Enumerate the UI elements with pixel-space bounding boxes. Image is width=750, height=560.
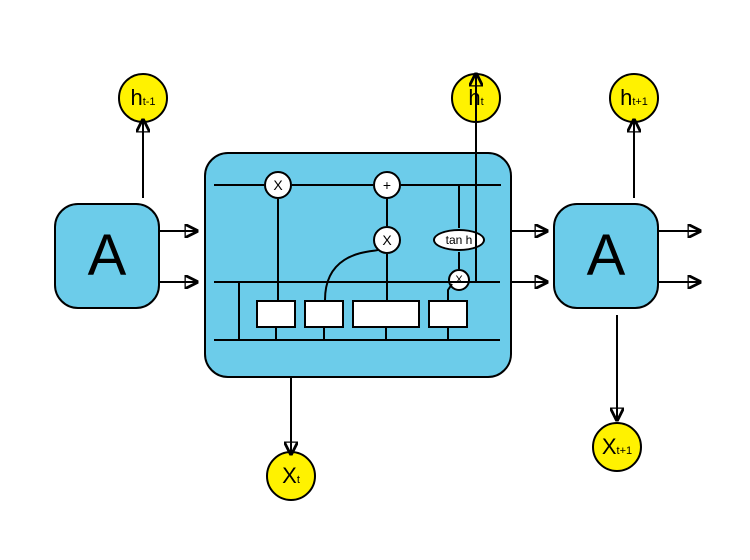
gate-box-3 — [428, 300, 468, 328]
op-add: + — [373, 171, 401, 199]
node-label: h — [130, 85, 142, 111]
node-h-cur: ht — [451, 73, 501, 123]
cell-label: A — [88, 227, 127, 285]
gate-box-1 — [304, 300, 344, 328]
op-label: X — [455, 274, 462, 286]
node-h-prev: ht-1 — [118, 73, 168, 123]
gate-box-2 — [352, 300, 420, 328]
diagram-canvas: A A ht-1 ht ht+1 Xt Xt+1 X + X X tan h — [0, 0, 750, 560]
op-label: tan h — [446, 233, 473, 247]
node-h-next: ht+1 — [609, 73, 659, 123]
node-label: X — [602, 434, 617, 460]
node-label: X — [282, 463, 297, 489]
node-sub: t+1 — [632, 96, 648, 108]
cell-label: A — [587, 227, 626, 285]
node-sub: t — [481, 96, 484, 108]
op-tanh: tan h — [433, 229, 485, 251]
op-label: X — [273, 177, 282, 193]
op-label: + — [383, 177, 391, 193]
lstm-cell-expanded — [204, 152, 512, 378]
op-multiply-1: X — [264, 171, 292, 199]
node-sub: t+1 — [617, 445, 633, 457]
node-x-next: Xt+1 — [592, 422, 642, 472]
op-multiply-3: X — [448, 269, 470, 291]
op-label: X — [382, 232, 391, 248]
op-multiply-2: X — [373, 226, 401, 254]
gate-box-0 — [256, 300, 296, 328]
node-label: h — [620, 85, 632, 111]
node-label: h — [468, 85, 480, 111]
lstm-cell-next: A — [553, 203, 659, 309]
node-sub: t — [297, 474, 300, 486]
lstm-cell-prev: A — [54, 203, 160, 309]
node-x-cur: Xt — [266, 451, 316, 501]
node-sub: t-1 — [143, 96, 156, 108]
